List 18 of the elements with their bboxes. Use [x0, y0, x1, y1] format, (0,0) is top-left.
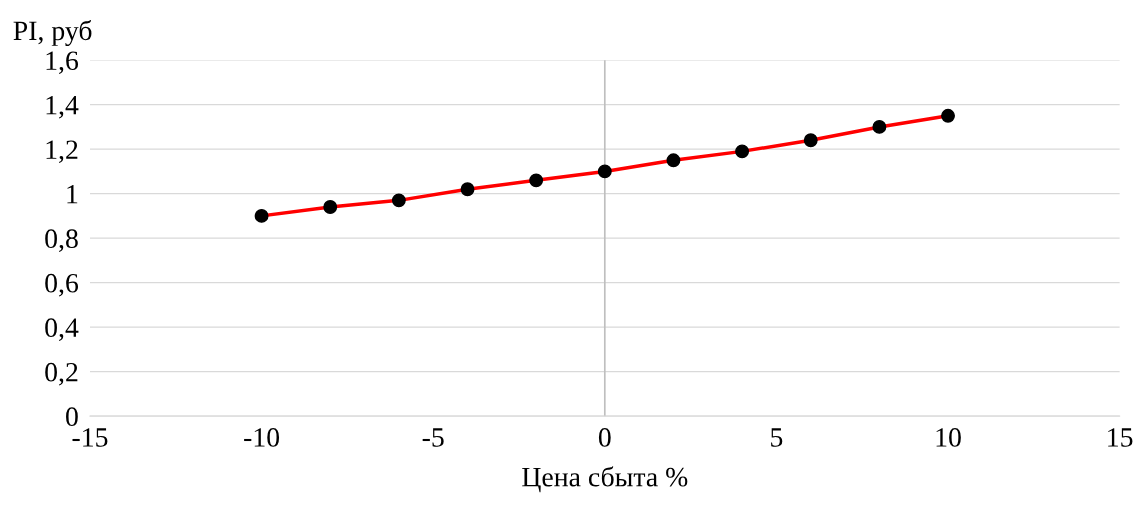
y-tick-label: 1: [67, 184, 78, 204]
y-tick-label: 1,4: [46, 95, 79, 119]
y-tick-label: 1,2: [46, 140, 78, 164]
x-tick-label: 5: [771, 428, 783, 447]
x-axis-title: Цена сбыта %: [522, 466, 688, 493]
x-tick-label: -5: [422, 428, 444, 447]
x-tick-label: 10: [936, 428, 961, 447]
x-tick-label: -15: [72, 428, 108, 447]
x-tick-label: 0: [598, 428, 611, 447]
y-tick-label: 0,4: [45, 318, 79, 342]
y-tick-label: 0,2: [45, 362, 78, 386]
y-tick-label: 0: [66, 407, 78, 427]
x-tick-label: -10: [244, 428, 280, 447]
y-tick-label: 0,6: [45, 273, 79, 297]
x-tick-label: 15: [1108, 428, 1133, 447]
y-tick-label: 0,8: [45, 229, 78, 253]
y-tick-label: 1,6: [46, 51, 79, 75]
y-axis-title: PI, руб: [13, 20, 92, 46]
